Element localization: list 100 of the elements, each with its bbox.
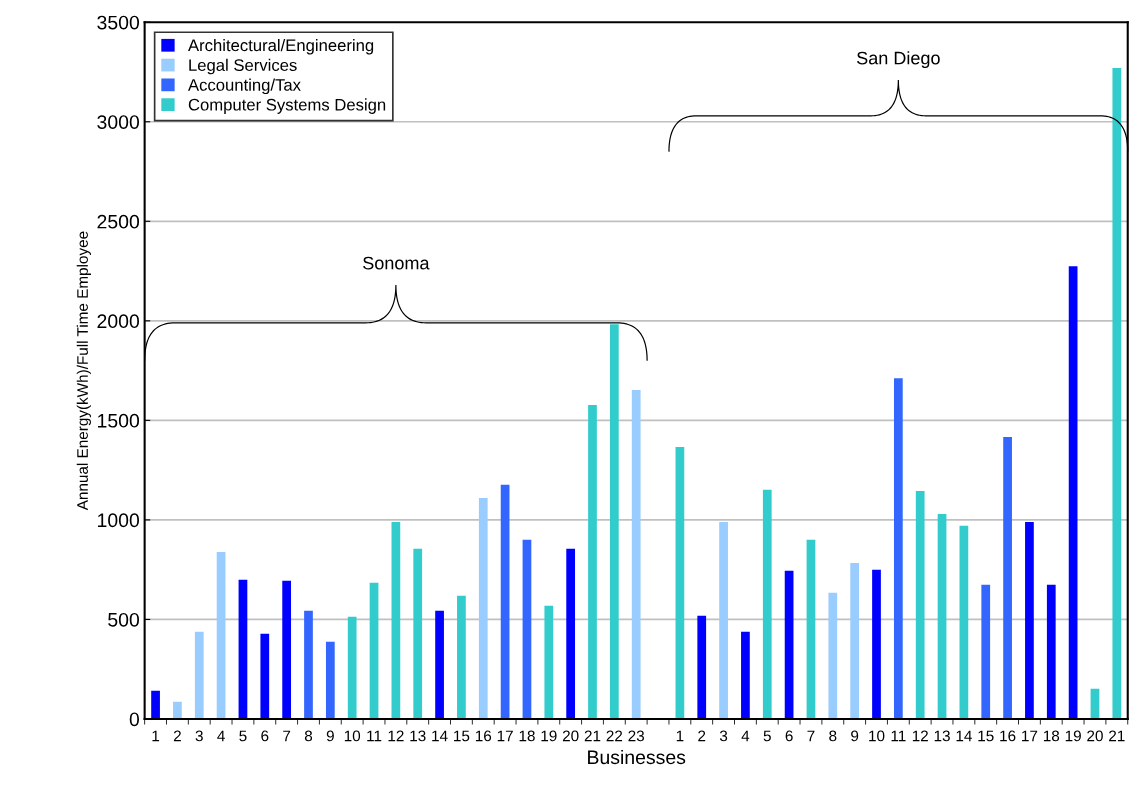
legend-label: Legal Services bbox=[189, 58, 297, 75]
x-tick-label: 13 bbox=[934, 730, 950, 742]
bar bbox=[566, 548, 576, 719]
bar bbox=[544, 605, 554, 719]
bar bbox=[391, 521, 401, 719]
bar bbox=[828, 592, 838, 719]
x-tick-label: 5 bbox=[763, 730, 771, 742]
x-tick-label: 11 bbox=[891, 730, 906, 742]
bar bbox=[238, 579, 248, 719]
x-tick-label: 11 bbox=[367, 730, 382, 742]
x-tick-label: 21 bbox=[1109, 730, 1125, 742]
legend-label: Architectural/Engineering bbox=[188, 38, 374, 55]
y-tick-label: 3500 bbox=[97, 15, 140, 30]
x-tick-label: 16 bbox=[1000, 730, 1016, 742]
bar bbox=[304, 610, 313, 719]
bar bbox=[806, 539, 816, 719]
x-tick-label: 18 bbox=[1043, 730, 1060, 742]
x-tick-label: 4 bbox=[217, 730, 225, 742]
x-tick-label: 12 bbox=[912, 730, 928, 742]
x-tick-label: 20 bbox=[562, 730, 579, 742]
bar bbox=[347, 616, 357, 719]
x-tick-label: 1 bbox=[676, 730, 684, 742]
x-tick-label: 17 bbox=[497, 730, 513, 742]
x-tick-label: 10 bbox=[869, 730, 885, 742]
bar bbox=[872, 569, 881, 719]
x-tick-label: 4 bbox=[741, 730, 750, 742]
x-tick-label: 15 bbox=[454, 730, 470, 742]
annotation: San Diego bbox=[857, 51, 940, 69]
x-tick-label: 7 bbox=[807, 730, 815, 742]
x-tick-label: 9 bbox=[326, 730, 334, 742]
x-tick-label: 3 bbox=[195, 730, 203, 742]
bar bbox=[435, 610, 444, 719]
x-tick-label: 18 bbox=[519, 730, 535, 742]
x-tick-label: 14 bbox=[432, 730, 448, 742]
x-tick-label: 8 bbox=[304, 730, 313, 742]
bar bbox=[1112, 68, 1122, 719]
x-tick-label: 7 bbox=[283, 730, 291, 742]
bar bbox=[1003, 437, 1012, 719]
bar bbox=[194, 631, 204, 719]
bar bbox=[719, 521, 728, 719]
x-tick-label: 2 bbox=[173, 730, 181, 742]
bar bbox=[588, 405, 597, 719]
legend-label: Accounting/Tax bbox=[188, 78, 301, 95]
bar bbox=[675, 447, 685, 719]
bar bbox=[457, 595, 466, 719]
bar bbox=[850, 562, 860, 719]
bar bbox=[260, 633, 270, 719]
x-tick-label: 8 bbox=[829, 730, 837, 742]
y-tick-label: 3000 bbox=[97, 115, 140, 129]
bar bbox=[741, 631, 750, 719]
x-tick-label: 10 bbox=[344, 730, 361, 742]
y-tick-label: 2500 bbox=[97, 214, 140, 229]
bar bbox=[325, 641, 335, 719]
x-tick-label: 6 bbox=[785, 730, 793, 742]
x-tick-label: 14 bbox=[956, 730, 972, 742]
bar bbox=[369, 582, 379, 719]
x-tick-label: 21 bbox=[584, 730, 601, 742]
bar bbox=[915, 491, 925, 719]
x-tick-label: 22 bbox=[606, 730, 623, 742]
bar bbox=[1068, 266, 1078, 719]
bar bbox=[413, 548, 423, 719]
x-axis-title: Businesses bbox=[588, 749, 686, 765]
bar bbox=[959, 525, 969, 719]
bar bbox=[478, 498, 488, 719]
y-tick-label: 1500 bbox=[98, 413, 140, 428]
bar bbox=[216, 551, 226, 719]
y-tick-label: 2000 bbox=[97, 314, 140, 329]
x-tick-label: 17 bbox=[1022, 730, 1038, 742]
legend-label: Computer Systems Design bbox=[188, 98, 386, 114]
bar bbox=[784, 570, 794, 719]
bar bbox=[981, 584, 991, 719]
bar bbox=[1025, 521, 1034, 719]
bar bbox=[893, 378, 903, 719]
x-tick-label: 23 bbox=[628, 730, 645, 742]
x-tick-label: 9 bbox=[851, 730, 859, 742]
x-tick-label: 3 bbox=[719, 730, 728, 742]
bar bbox=[697, 615, 707, 719]
y-tick-label: 1000 bbox=[98, 513, 140, 528]
x-tick-label: 6 bbox=[261, 730, 269, 742]
x-tick-label: 1 bbox=[152, 730, 160, 742]
x-tick-label: 20 bbox=[1087, 730, 1103, 742]
bar bbox=[173, 701, 182, 719]
x-tick-label: 16 bbox=[475, 730, 492, 742]
x-tick-label: 13 bbox=[410, 730, 426, 742]
bar bbox=[631, 390, 641, 719]
x-tick-label: 12 bbox=[388, 730, 404, 742]
bar bbox=[762, 489, 772, 719]
x-tick-label: 5 bbox=[239, 730, 247, 742]
y-tick-label: 0 bbox=[129, 712, 140, 727]
x-tick-label: 19 bbox=[541, 730, 557, 742]
x-tick-label: 15 bbox=[978, 730, 994, 742]
bar bbox=[937, 513, 947, 719]
y-tick-label: 500 bbox=[108, 612, 140, 627]
y-axis-title: Annual Energy(kWh)/Full Time Employee bbox=[76, 231, 91, 511]
bar bbox=[282, 580, 292, 719]
bar bbox=[151, 690, 160, 719]
annotation: Sonoma bbox=[363, 256, 430, 270]
bar bbox=[522, 539, 532, 719]
bar bbox=[500, 484, 510, 719]
bar bbox=[1046, 584, 1056, 719]
